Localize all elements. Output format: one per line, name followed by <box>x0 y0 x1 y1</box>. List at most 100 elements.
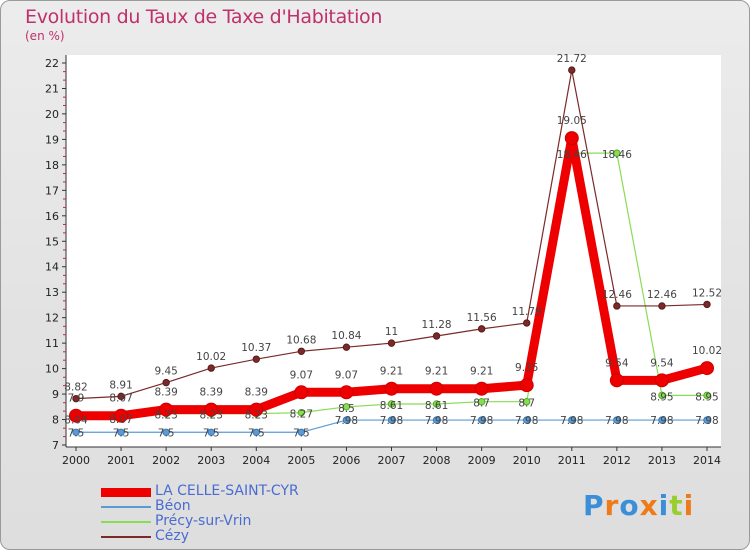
data-point <box>387 400 396 408</box>
data-point <box>568 66 576 74</box>
brand-logo: Proxiti <box>583 489 694 522</box>
data-point <box>432 416 441 424</box>
data-label: 8.39 <box>200 387 223 399</box>
data-label: 12.46 <box>602 289 632 301</box>
data-label: 8.82 <box>64 382 87 394</box>
data-label: 9.21 <box>470 366 493 378</box>
data-point <box>519 378 534 393</box>
data-point <box>162 378 170 387</box>
data-point <box>523 416 531 424</box>
data-label: 7.98 <box>560 415 583 427</box>
series-c-zy <box>72 66 711 403</box>
y-tick-label: 17 <box>45 184 59 197</box>
data-point <box>609 373 624 388</box>
chart-subtitle: (en %) <box>25 29 65 43</box>
x-tick-label: 2008 <box>423 454 451 467</box>
data-label: 7.98 <box>470 415 493 427</box>
data-label: 9.45 <box>154 366 177 378</box>
data-point <box>114 408 129 423</box>
data-point <box>703 416 711 424</box>
x-tick-label: 2000 <box>62 454 90 467</box>
data-point <box>658 302 666 310</box>
data-label: 8.7 <box>518 398 535 410</box>
data-point <box>613 416 621 424</box>
data-point <box>207 364 215 372</box>
legend: LA CELLE-SAINT-CYR Béon Précy-sur-Vrin Cézy <box>101 483 401 545</box>
data-label: 8.91 <box>109 379 132 391</box>
data-label: 7.98 <box>650 415 673 427</box>
y-tick-label: 7 <box>52 439 59 452</box>
data-point <box>387 339 396 347</box>
data-label: 10.68 <box>286 334 316 346</box>
data-label: 21.72 <box>557 53 587 65</box>
data-point <box>342 343 351 351</box>
data-label: 9.07 <box>335 369 358 381</box>
data-point <box>297 408 306 417</box>
y-tick-label: 9 <box>52 388 59 401</box>
data-label: 7.5 <box>158 427 175 439</box>
data-label: 9.35 <box>515 362 538 374</box>
data-label: 7.98 <box>515 415 538 427</box>
x-tick-label: 2009 <box>468 454 496 467</box>
x-tick-label: 2011 <box>558 454 586 467</box>
data-point <box>252 355 260 363</box>
y-tick-label: 12 <box>45 312 59 325</box>
brand-letter: x <box>639 489 659 522</box>
series-la-celle-saint-cyr <box>69 131 714 423</box>
data-label: 8.27 <box>290 409 313 421</box>
data-point <box>523 398 531 406</box>
data-point <box>658 391 666 400</box>
data-point <box>477 325 486 333</box>
data-point <box>297 347 306 355</box>
data-point <box>159 402 174 417</box>
series-b-on <box>72 416 711 436</box>
data-label: 9.21 <box>425 366 448 378</box>
data-label: 10.37 <box>241 342 271 354</box>
data-point <box>117 392 125 401</box>
data-label: 8.61 <box>380 400 403 412</box>
data-label: 7.98 <box>425 415 448 427</box>
legend-item: Précy-sur-Vrin <box>101 513 401 530</box>
legend-item: Cézy <box>101 528 401 545</box>
data-point <box>432 332 441 340</box>
legend-label: Précy-sur-Vrin <box>155 513 252 529</box>
data-point <box>523 319 531 327</box>
x-tick-label: 2002 <box>152 454 180 467</box>
data-label: 18.46 <box>602 149 632 161</box>
data-point <box>72 394 80 403</box>
data-point <box>613 149 621 157</box>
brand-letter: i <box>658 489 670 522</box>
data-point <box>477 398 486 406</box>
data-label: 8.07 <box>109 393 132 405</box>
data-label: 8.23 <box>154 410 177 422</box>
data-label: 11.79 <box>512 306 542 318</box>
data-point <box>432 400 441 408</box>
data-point <box>294 385 309 400</box>
data-label: 8.61 <box>425 400 448 412</box>
data-point <box>252 428 260 436</box>
data-point <box>658 416 666 424</box>
data-label: 7.98 <box>695 415 718 427</box>
data-label: 19.05 <box>557 115 587 127</box>
y-tick-label: 20 <box>45 108 59 121</box>
x-tick-label: 2012 <box>603 454 631 467</box>
brand-letter: i <box>683 489 695 522</box>
data-label: 7.5 <box>248 427 265 439</box>
data-label: 7.5 <box>68 427 85 439</box>
data-label: 7.98 <box>380 415 403 427</box>
data-label: 10.02 <box>196 351 226 363</box>
x-tick-label: 2013 <box>648 454 676 467</box>
x-tick-label: 2006 <box>332 454 360 467</box>
y-tick-label: 11 <box>45 337 59 350</box>
y-tick-label: 19 <box>45 133 59 146</box>
data-point <box>429 381 444 396</box>
data-label: 11.56 <box>467 312 497 324</box>
data-label: 11.28 <box>422 319 452 331</box>
data-point <box>69 408 83 423</box>
y-tick-label: 16 <box>45 210 59 223</box>
data-point <box>700 361 714 376</box>
data-point <box>207 428 215 436</box>
data-label: 8.23 <box>245 410 268 422</box>
legend-swatch <box>101 521 151 523</box>
